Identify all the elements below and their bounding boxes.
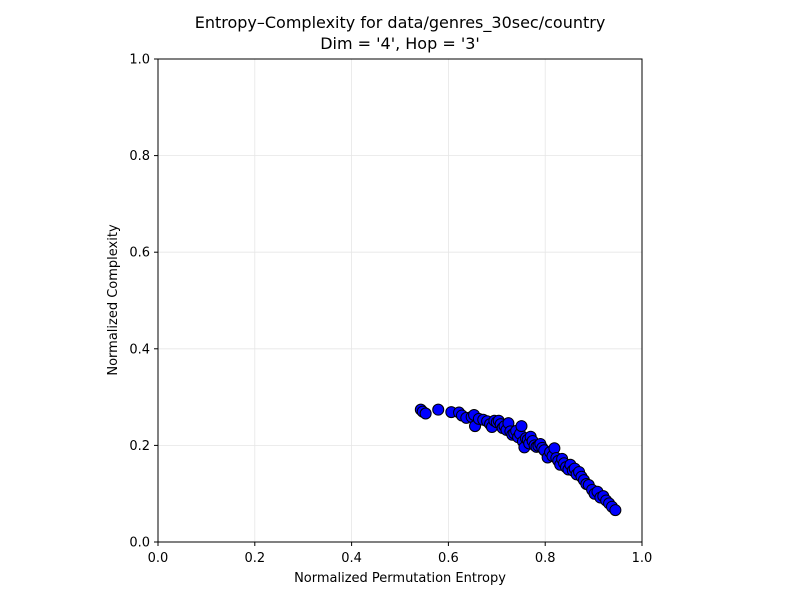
chart-title-line-2: Dim = '4', Hop = '3' [320,34,480,53]
y-tick-label: 1.0 [129,53,150,68]
plot-area [157,58,643,543]
x-tick-label: 1.0 [632,551,653,566]
x-tick-label: 0.4 [341,551,362,566]
data-point [432,403,445,416]
x-tick-label: 0.8 [535,551,556,566]
x-tick-label: 0.6 [438,551,459,566]
y-axis-label: Normalized Complexity [106,224,121,376]
y-tick-label: 0.0 [129,536,150,551]
axis-ticks: 0.0 0.2 0.4 0.6 0.8 1.0 0.0 0.2 0.4 0.6 0.8 1.0 [129,53,652,567]
scatter-points [414,403,622,517]
chart-title-line-1: Entropy–Complexity for data/genres_30sec… [195,13,606,33]
x-tick-label: 0.2 [244,551,265,566]
data-point [515,420,528,433]
y-tick-label: 0.6 [129,246,150,261]
x-tick-label: 0.0 [148,551,169,566]
data-point [419,407,432,420]
y-tick-label: 0.2 [129,439,150,454]
x-axis-label: Normalized Permutation Entropy [294,571,506,586]
data-point [609,504,622,517]
y-tick-label: 0.4 [129,342,150,357]
y-tick-label: 0.8 [129,149,150,164]
data-point [548,442,561,455]
